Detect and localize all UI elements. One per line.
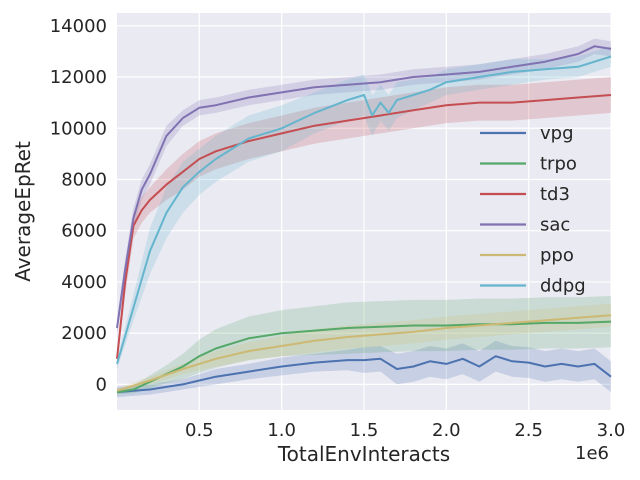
band-trpo: [117, 296, 611, 395]
x-tick-label: 1.5: [350, 420, 379, 441]
y-tick-label: 6000: [61, 221, 107, 242]
legend-label-ppo: ppo: [540, 245, 574, 266]
y-axis-label: AverageEpRet: [11, 141, 35, 282]
series-line-ddpg: [116, 55, 612, 365]
series-line-ppo: [116, 314, 612, 392]
x-tick-label: 2.0: [432, 420, 461, 441]
y-tick-label: 0: [96, 374, 107, 395]
legend-label-sac: sac: [540, 215, 570, 236]
x-axis-label: TotalEnvInteracts: [277, 442, 450, 466]
legend-label-trpo: trpo: [540, 154, 577, 175]
band-ppo: [117, 303, 611, 394]
x-tick-label: 2.5: [514, 420, 543, 441]
y-tick-label: 12000: [50, 67, 107, 88]
x-tick-label: 1.0: [267, 420, 296, 441]
grid: [117, 13, 612, 410]
x-axis-multiplier: 1e6: [575, 443, 609, 464]
series-line-vpg: [116, 355, 612, 394]
legend-label-ddpg: ddpg: [540, 276, 586, 297]
legend-label-td3: td3: [540, 184, 570, 205]
y-tick-label: 8000: [61, 169, 107, 190]
y-tick-labels: 0 2000 4000 6000 8000 10000 12000 14000: [50, 16, 107, 396]
band-td3: [117, 77, 611, 367]
x-tick-label: 0.5: [185, 420, 214, 441]
y-tick-label: 14000: [50, 16, 107, 37]
confidence-bands: [117, 38, 611, 398]
x-tick-label: 3.0: [597, 420, 626, 441]
legend-label-vpg: vpg: [540, 123, 574, 144]
series-line-td3: [116, 94, 612, 359]
band-vpg: [117, 340, 611, 398]
series-line-sac: [116, 45, 612, 329]
y-tick-label: 10000: [50, 118, 107, 139]
series-lines: [116, 45, 612, 394]
y-tick-label: 2000: [61, 323, 107, 344]
y-tick-label: 4000: [61, 272, 107, 293]
band-ddpg: [117, 46, 611, 370]
x-tick-labels: 0.5 1.0 1.5 2.0 2.5 3.0: [185, 420, 625, 441]
legend: vpg trpo td3 sac ppo ddpg: [480, 123, 586, 297]
